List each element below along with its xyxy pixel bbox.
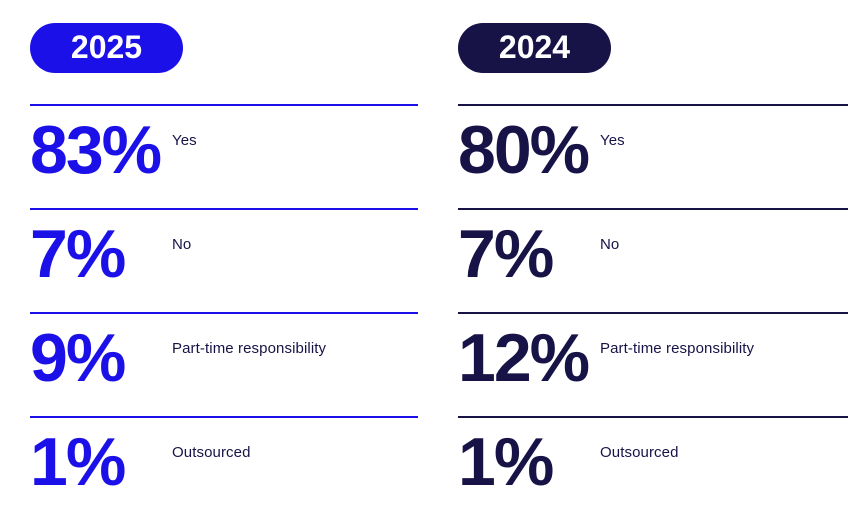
stat-rows-2024: 80% Yes 7% No 12% Part-time responsibili… [458,104,848,514]
stat-row: 9% Part-time responsibility [30,312,418,416]
year-badge-2025: 2025 [30,23,183,73]
stat-label: Outsourced [172,444,251,461]
stat-value: 1% [30,424,126,500]
stat-value: 80% [458,112,590,188]
stat-value: 12% [458,320,590,396]
year-badge-2024: 2024 [458,23,611,73]
stat-label: Yes [600,132,625,149]
stat-label: Part-time responsibility [172,340,327,357]
stat-value: 83% [30,112,162,188]
stat-label: No [172,236,192,253]
stat-row: 7% No [458,208,848,312]
stat-row: 80% Yes [458,104,848,208]
stat-row: 7% No [30,208,418,312]
stat-value: 7% [458,216,554,292]
stat-row: 83% Yes [30,104,418,208]
stat-row: 12% Part-time responsibility [458,312,848,416]
stat-value: 1% [458,424,554,500]
stat-row: 1% Outsourced [458,416,848,514]
stat-label: Yes [172,132,197,149]
stat-label: Outsourced [600,444,679,461]
stat-value: 7% [30,216,126,292]
stat-value: 9% [30,320,126,396]
stat-row: 1% Outsourced [30,416,418,514]
column-2025: 2025 83% Yes 7% No 9% Part-time responsi… [30,23,418,514]
stat-rows-2025: 83% Yes 7% No 9% Part-time responsibilit… [30,104,418,514]
column-2024: 2024 80% Yes 7% No 12% Part-time respons… [458,23,848,514]
stat-label: No [600,236,620,253]
stat-label: Part-time responsibility [600,340,755,357]
